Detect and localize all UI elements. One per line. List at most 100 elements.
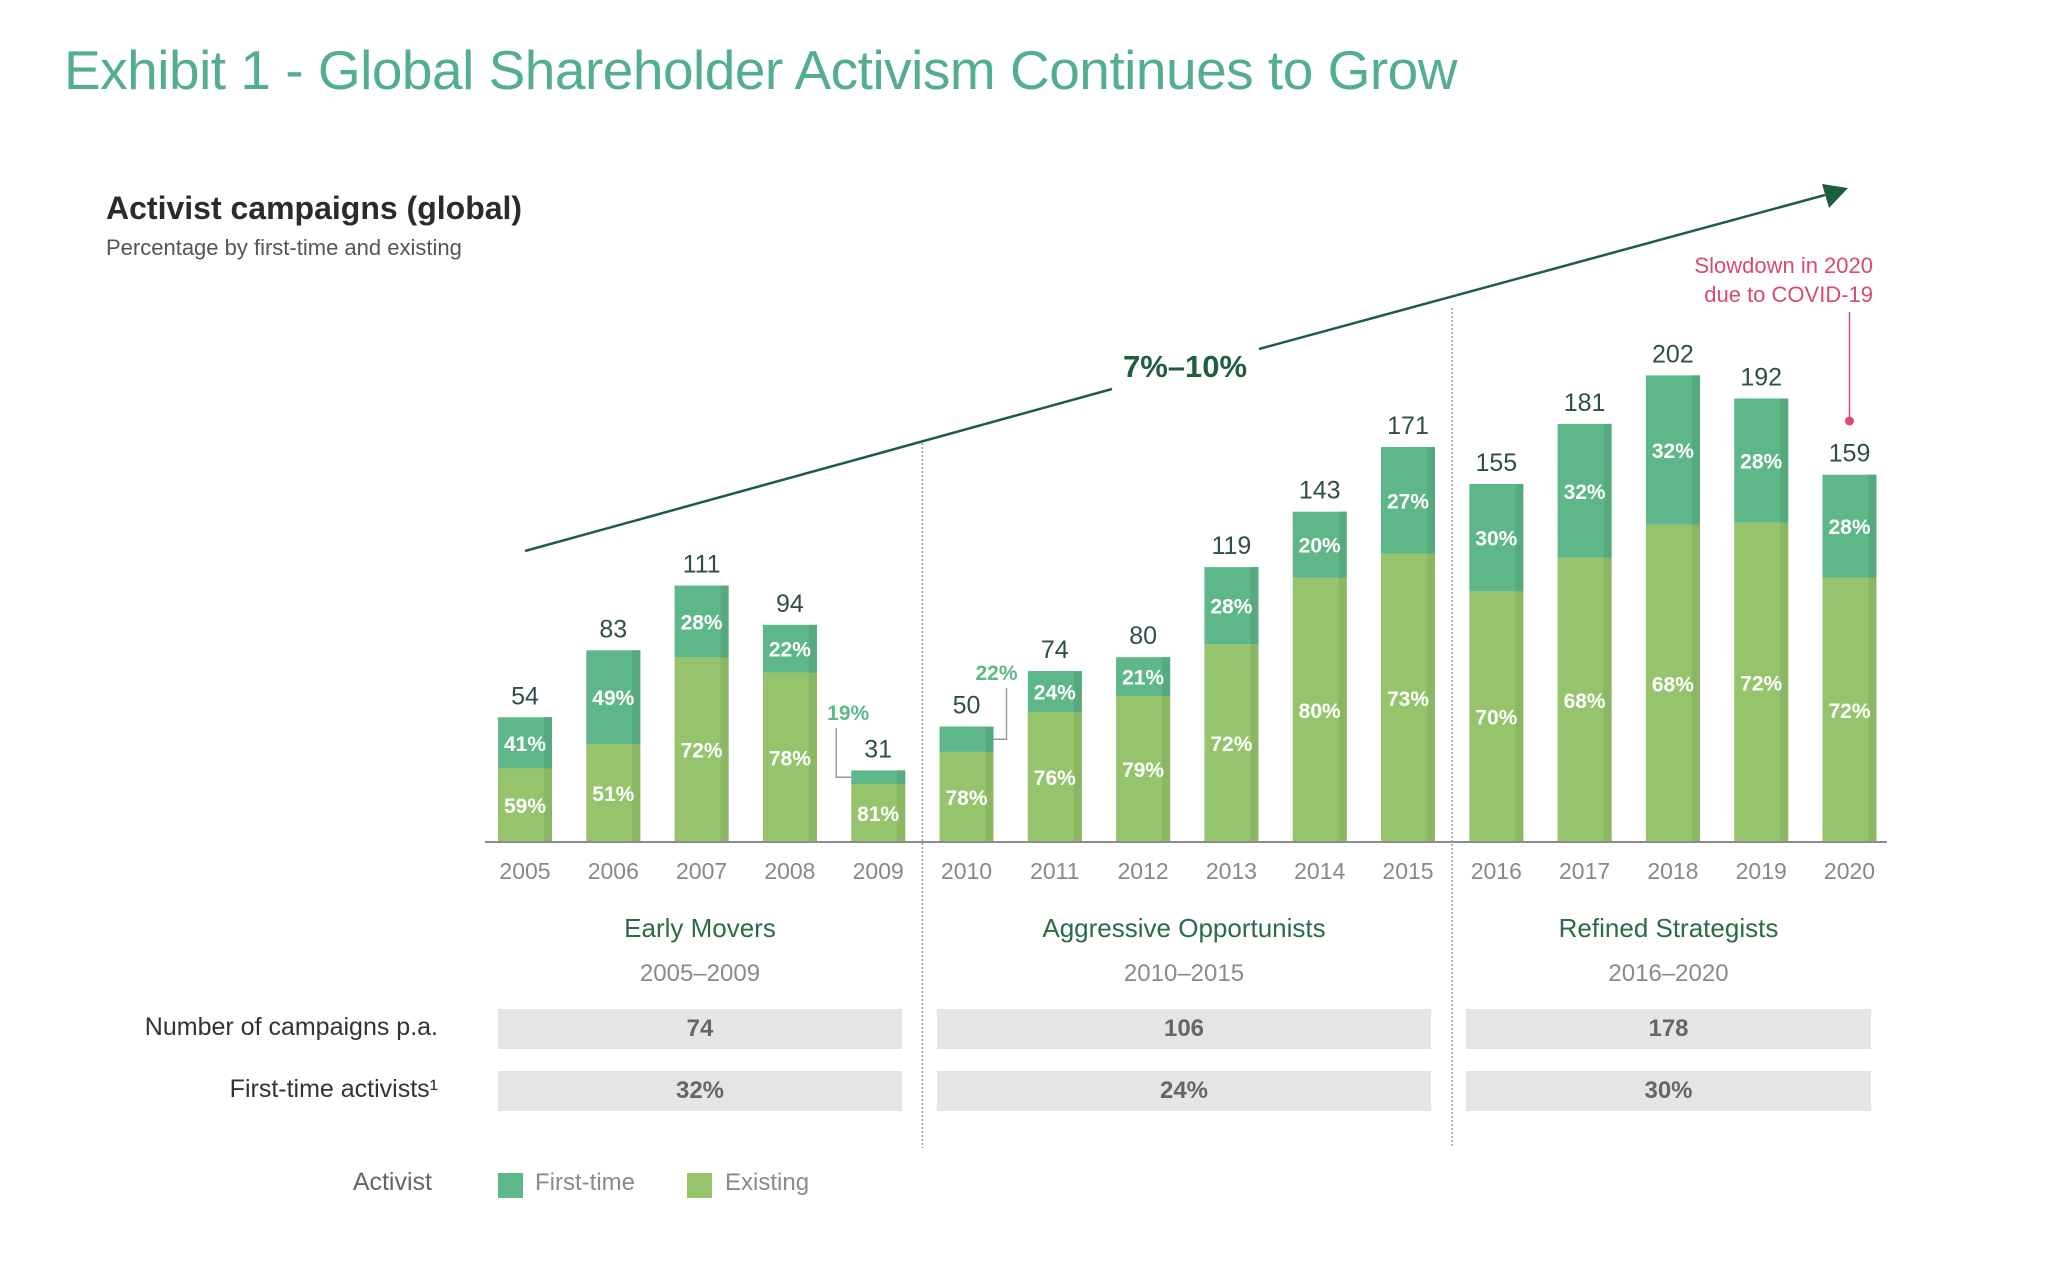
bar-existing-2005 (498, 768, 552, 842)
bar-existing-edge-2006 (632, 744, 641, 842)
first-time-pct-label-2008: 22% (769, 639, 811, 662)
bar-first-time-2019 (1734, 398, 1789, 523)
first-time-pct-label-2005: 41% (504, 733, 546, 756)
existing-pct-label-2016: 70% (1475, 707, 1517, 730)
bar-first-time-edge-2018 (1691, 375, 1700, 525)
bar-first-time-edge-2014 (1338, 511, 1347, 578)
total-label-2011: 74 (1041, 636, 1069, 664)
first-time-pct-label-2019: 28% (1740, 451, 1782, 474)
bar-first-time-2017 (1557, 423, 1612, 558)
year-label-2007: 2007 (676, 858, 727, 884)
year-label-2015: 2015 (1382, 858, 1433, 884)
bar-existing-edge-2011 (1073, 712, 1082, 842)
first-time-share-refined-strategists: 30% (1466, 1071, 1871, 1111)
bar-existing-edge-2020 (1868, 577, 1877, 842)
first-time-pct-label-2018: 32% (1652, 440, 1694, 463)
first-time-pct-label-2011: 24% (1034, 682, 1076, 705)
bar-existing-edge-2015 (1427, 553, 1435, 842)
bar-existing-edge-2018 (1691, 524, 1700, 842)
bar-first-time-edge-2012 (1162, 657, 1171, 697)
bar-first-time-edge-2013 (1250, 567, 1259, 645)
bar-first-time-2013 (1204, 567, 1259, 645)
phase-name-refined-strategists: Refined Strategists (1558, 913, 1779, 943)
year-label-2020: 2020 (1824, 858, 1875, 884)
bar-existing-edge-2007 (720, 657, 729, 842)
bar-existing-edge-2009 (897, 783, 906, 842)
year-label-2011: 2011 (1030, 858, 1079, 884)
bar-first-time-edge-2011 (1073, 671, 1082, 713)
year-label-2017: 2017 (1559, 858, 1610, 884)
bar-existing-2009 (851, 783, 906, 842)
year-label-2009: 2009 (853, 858, 904, 884)
bar-first-time-2010 (939, 726, 994, 752)
bar-existing-2010 (939, 751, 994, 842)
existing-pct-label-2008: 78% (769, 747, 811, 770)
phase-years-refined-strategists: 2016–2020 (1608, 960, 1729, 987)
bar-existing-edge-2016 (1515, 591, 1524, 842)
first-time-pct-label-2020: 28% (1828, 516, 1870, 539)
first-time-pct-label-2017: 32% (1564, 481, 1606, 504)
existing-pct-label-2005: 59% (504, 795, 546, 818)
total-label-2006: 83 (599, 615, 627, 643)
existing-pct-label-2009: 81% (857, 803, 899, 826)
bar-first-time-edge-2009 (897, 770, 906, 784)
bar-first-time-edge-2019 (1780, 398, 1789, 523)
bar-existing-2012 (1116, 696, 1171, 842)
total-label-2017: 181 (1564, 389, 1606, 417)
bar-first-time-2016 (1469, 483, 1524, 592)
total-label-2010: 50 (953, 692, 981, 720)
total-label-2015: 171 (1387, 412, 1429, 440)
legend-title: Activist (352, 1168, 432, 1196)
bar-existing-edge-2010 (985, 751, 994, 842)
row-label-first-time-activists: First-time activists¹ (229, 1075, 438, 1103)
bar-existing-2017 (1557, 557, 1612, 842)
campaigns-pa-aggressive-opportunists: 106 (937, 1009, 1431, 1049)
bar-first-time-edge-2010 (985, 726, 994, 752)
total-label-2013: 119 (1211, 532, 1251, 560)
year-label-2019: 2019 (1736, 858, 1787, 884)
bar-first-time-2008 (762, 624, 817, 673)
bar-first-time-2009 (851, 770, 906, 784)
total-label-2019: 192 (1740, 363, 1782, 391)
total-label-2005: 54 (511, 682, 539, 710)
bar-first-time-edge-2007 (720, 585, 729, 658)
exhibit-title: Exhibit 1 - Global Shareholder Activism … (64, 39, 1458, 101)
existing-pct-label-2006: 51% (592, 783, 634, 806)
year-label-2008: 2008 (764, 858, 815, 884)
bar-existing-2018 (1645, 524, 1700, 842)
trend-label: 7%–10% (1123, 349, 1247, 384)
year-label-2014: 2014 (1294, 858, 1345, 884)
bar-existing-2015 (1381, 553, 1435, 842)
existing-pct-label-2010: 78% (945, 787, 987, 810)
bar-first-time-edge-2016 (1515, 483, 1524, 592)
total-label-2016: 155 (1475, 449, 1517, 477)
bar-existing-edge-2017 (1603, 557, 1612, 842)
year-label-2010: 2010 (941, 858, 992, 884)
bar-existing-2014 (1292, 577, 1347, 842)
existing-pct-label-2020: 72% (1828, 700, 1870, 723)
legend-label-existing: Existing (725, 1169, 810, 1196)
bar-first-time-edge-2020 (1868, 474, 1877, 578)
trend-line-right (1258, 193, 1826, 351)
bar-existing-2020 (1822, 577, 1877, 842)
bar-first-time-2011 (1027, 671, 1082, 713)
bar-first-time-2020 (1822, 474, 1877, 578)
bar-first-time-2012 (1116, 657, 1171, 697)
bar-first-time-2014 (1292, 511, 1347, 578)
total-label-2012: 80 (1129, 622, 1157, 650)
chart-title: Activist campaigns (global) (106, 190, 523, 226)
first-time-pct-label-2007: 28% (681, 611, 723, 634)
legend-swatch-existing (687, 1173, 712, 1198)
bar-existing-edge-2005 (544, 768, 552, 842)
total-label-2009: 31 (864, 735, 892, 763)
callout-leader-2009 (835, 728, 852, 778)
existing-pct-label-2012: 79% (1122, 759, 1164, 782)
bar-first-time-edge-2008 (808, 624, 817, 673)
bar-existing-2008 (762, 672, 817, 842)
bar-existing-edge-2013 (1250, 644, 1259, 842)
first-time-pct-label-2010: 22% (975, 662, 1017, 685)
annotation-line-1: Slowdown in 2020 (1694, 253, 1873, 278)
chart-subtitle: Percentage by first-time and existing (106, 235, 462, 260)
existing-pct-label-2013: 72% (1210, 733, 1252, 756)
